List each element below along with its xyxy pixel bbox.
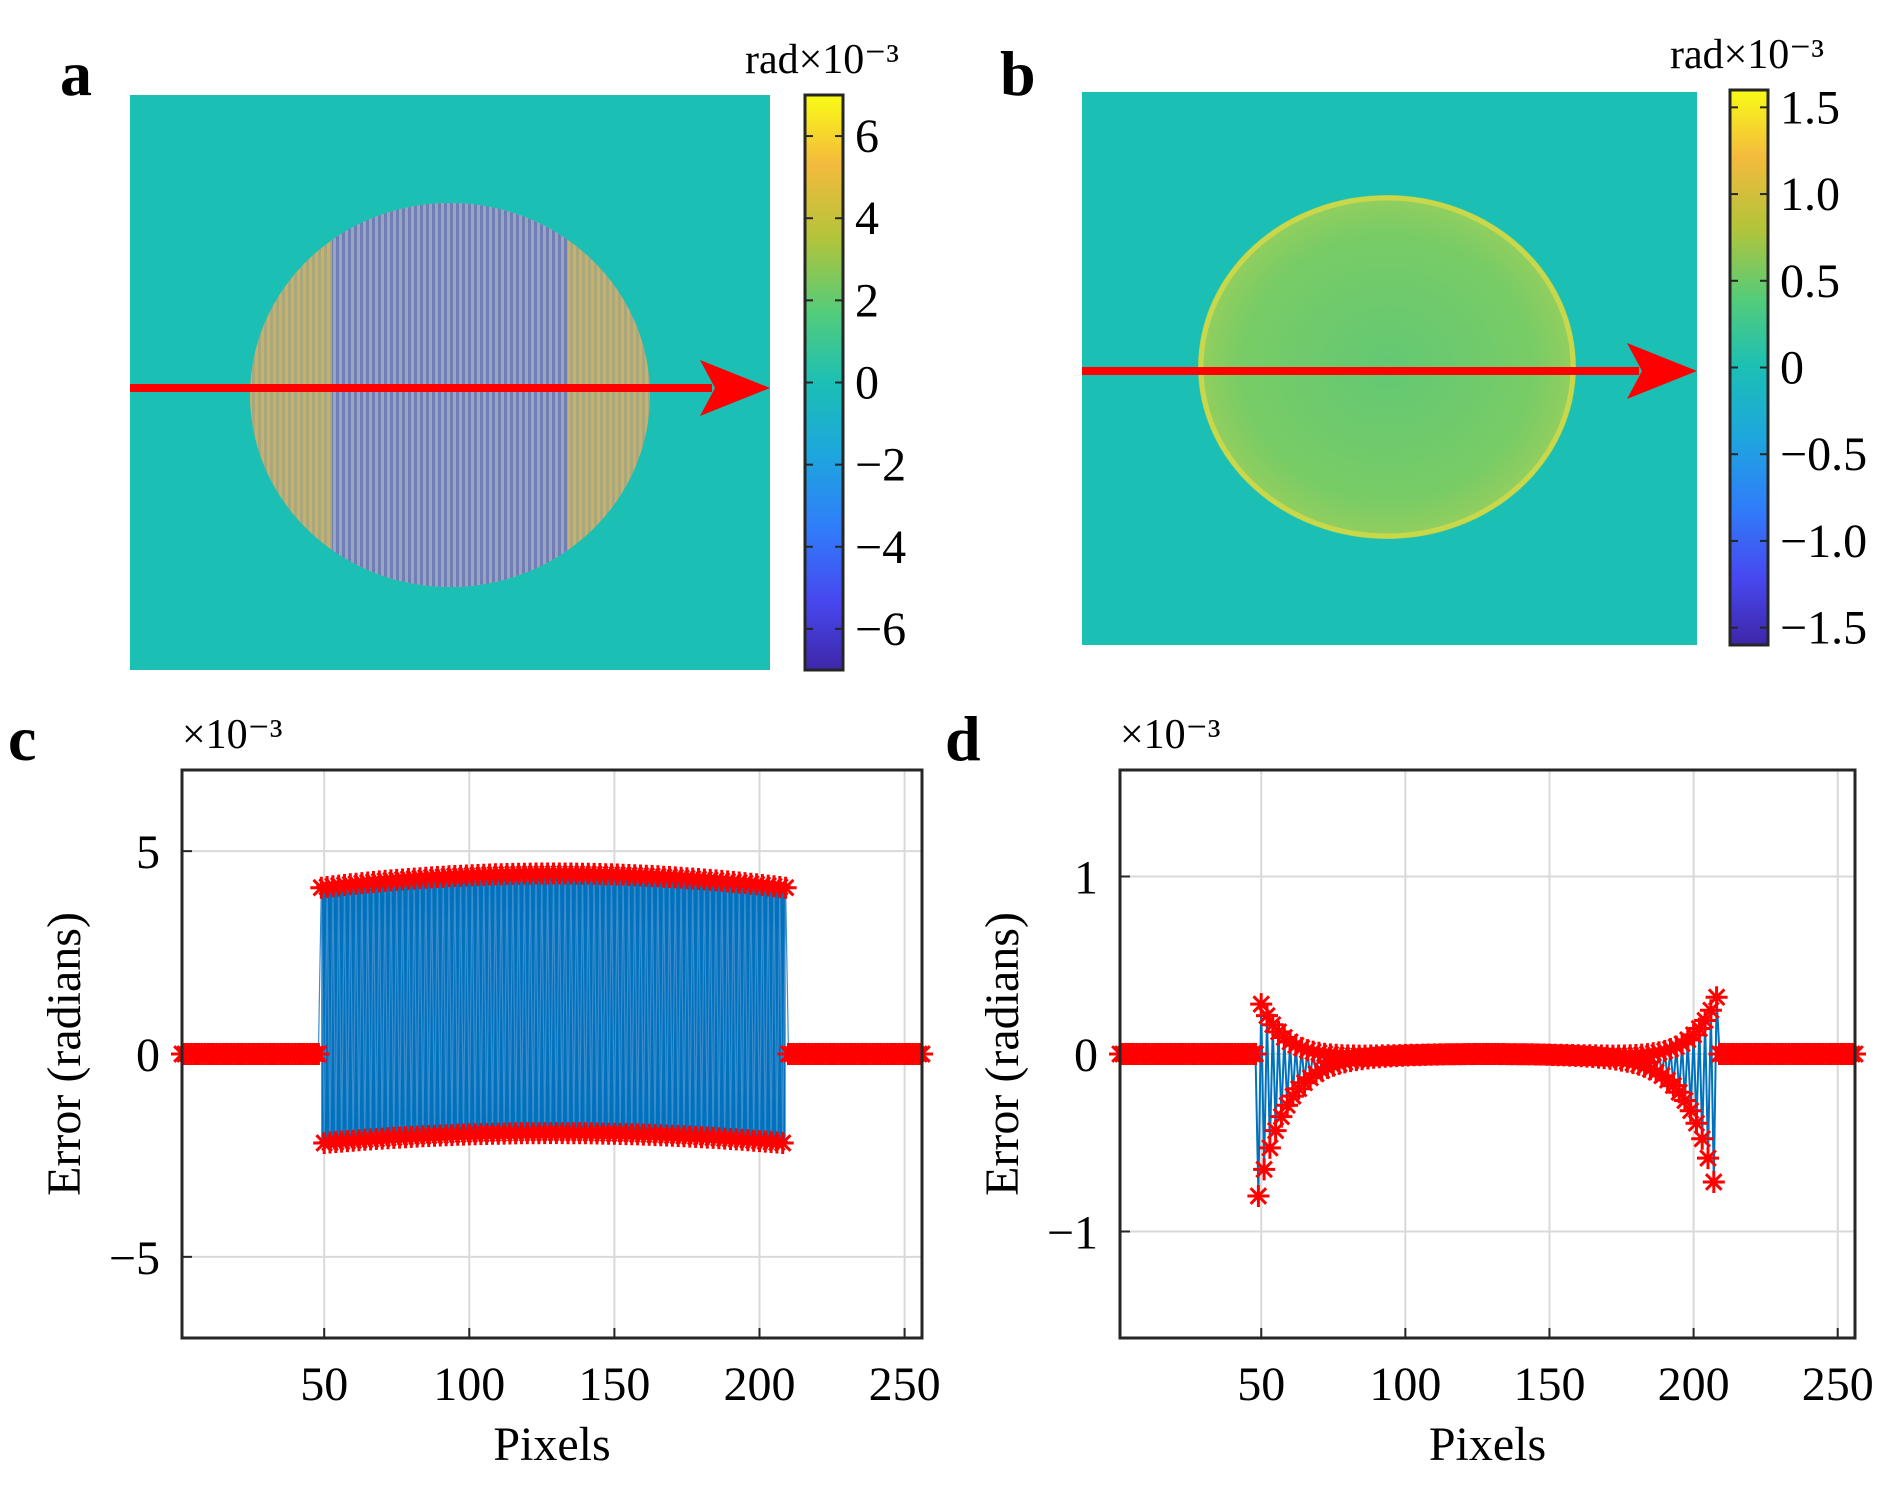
data-marker <box>1633 1055 1656 1078</box>
y-tick-label: 0 <box>136 1029 160 1082</box>
data-marker <box>1688 1017 1711 1040</box>
profile-arrow-head <box>1627 343 1697 399</box>
x-tick-label: 200 <box>1658 1358 1730 1411</box>
data-marker <box>1258 1136 1281 1159</box>
data-marker <box>1679 1099 1702 1122</box>
data-marker <box>771 1132 794 1154</box>
error-profile-plot-d: 50 100 150 200 250 1 0 −1 Pixels Error (radians) ×… <box>976 712 1874 1471</box>
y-axis-label: Error (radians) <box>976 912 1029 1196</box>
colorbar-tick-label: −4 <box>855 521 906 574</box>
panel-letter-b: b <box>1000 38 1036 109</box>
data-marker <box>1305 1062 1327 1085</box>
data-marker <box>1627 1053 1650 1076</box>
data-marker <box>1290 1037 1313 1059</box>
x-axis-label: Pixels <box>1429 1418 1546 1471</box>
x-tick-label: 50 <box>1237 1358 1285 1411</box>
series-markers <box>1109 986 1866 1207</box>
data-marker <box>1694 1009 1717 1032</box>
data-marker <box>1685 1112 1708 1135</box>
x-axis-label: Pixels <box>493 1418 610 1471</box>
data-marker <box>1665 1035 1688 1058</box>
data-marker <box>1622 1052 1645 1075</box>
data-marker <box>1653 1039 1676 1062</box>
colorbar-tick-label: 1.0 <box>1780 168 1840 221</box>
data-marker <box>1668 1081 1691 1104</box>
data-marker <box>1270 1105 1293 1128</box>
x-tick-label: 150 <box>578 1358 650 1411</box>
colorbar-tick-label: 0.5 <box>1780 255 1840 308</box>
x-tick-label: 250 <box>869 1358 941 1411</box>
colorbar-tick-label: 6 <box>855 110 879 163</box>
data-marker <box>1256 1004 1278 1027</box>
data-marker <box>1659 1038 1682 1061</box>
axis-exponent-label: ×10⁻³ <box>1120 712 1220 758</box>
data-marker <box>1699 999 1722 1022</box>
data-marker <box>1697 1147 1719 1170</box>
data-marker <box>1244 1043 1267 1065</box>
disk-center-region <box>332 203 568 587</box>
data-marker <box>1253 1158 1276 1181</box>
panel-letter-c: c <box>8 703 36 774</box>
y-tick-label: −5 <box>109 1232 160 1285</box>
phase-error-map-b: 1.5 1.0 0.5 0 −0.5 −1.0 −1.5 rad×10⁻³ <box>1082 32 1867 655</box>
data-marker <box>1322 1054 1345 1077</box>
profile-arrow-head <box>700 360 770 416</box>
y-tick-label: −1 <box>1047 1207 1098 1260</box>
colorbar-tick-label: −1.5 <box>1780 602 1867 655</box>
data-marker <box>1279 1030 1302 1053</box>
colorbar-tick-label: 0 <box>855 357 879 410</box>
data-marker <box>1247 1185 1270 1207</box>
panel-letter-a: a <box>60 38 92 109</box>
data-marker <box>1276 1094 1299 1117</box>
y-axis-label: Error (radians) <box>38 912 91 1196</box>
axes-frame <box>1118 768 1857 1340</box>
colorbar-tick-label: −0.5 <box>1780 428 1867 481</box>
colorbar-tick-label: 0 <box>1780 342 1804 395</box>
colorbar-tick-label: 1.5 <box>1780 81 1840 134</box>
oscillation-band <box>321 873 786 1144</box>
data-marker <box>1645 1061 1668 1084</box>
phase-error-map-a: 6 4 2 0 −2 −4 −6 rad×10⁻³ <box>130 37 906 672</box>
colorbar-tick-label: 4 <box>855 192 879 245</box>
x-tick-label: 100 <box>1369 1358 1441 1411</box>
colorbar-tick-label: −6 <box>855 603 906 656</box>
data-marker <box>1250 993 1273 1016</box>
disk-region <box>250 203 650 587</box>
x-tick-label: 200 <box>723 1358 795 1411</box>
data-marker <box>1264 1119 1287 1142</box>
axes-frame <box>180 768 924 1340</box>
data-marker <box>307 1043 330 1065</box>
x-tick-label: 150 <box>1513 1358 1585 1411</box>
axis-exponent-label: ×10⁻³ <box>182 712 282 758</box>
x-tick-label: 100 <box>433 1358 505 1411</box>
data-marker <box>774 876 797 899</box>
data-marker <box>1705 986 1728 1009</box>
panel-letter-d: d <box>945 703 981 774</box>
data-marker <box>1310 1059 1333 1082</box>
colorbar-tick-label: −1.0 <box>1780 515 1867 568</box>
x-tick-label: 250 <box>1802 1358 1874 1411</box>
data-marker <box>1702 1171 1725 1193</box>
x-tick-label: 50 <box>300 1358 348 1411</box>
colorbar-unit-label: rad×10⁻³ <box>745 37 899 83</box>
data-marker <box>1673 1089 1696 1112</box>
data-marker <box>1639 1058 1662 1081</box>
colorbar-unit-label: rad×10⁻³ <box>1670 32 1824 78</box>
data-marker <box>1284 1034 1307 1057</box>
y-tick-label: 1 <box>1074 852 1098 905</box>
y-tick-label: 0 <box>1074 1029 1098 1082</box>
colorbar-tick-label: 2 <box>855 274 879 327</box>
data-marker <box>1316 1056 1339 1079</box>
data-marker <box>1691 1127 1714 1150</box>
y-tick-label: 5 <box>136 826 160 879</box>
colorbar-tick-label: −2 <box>855 439 906 492</box>
